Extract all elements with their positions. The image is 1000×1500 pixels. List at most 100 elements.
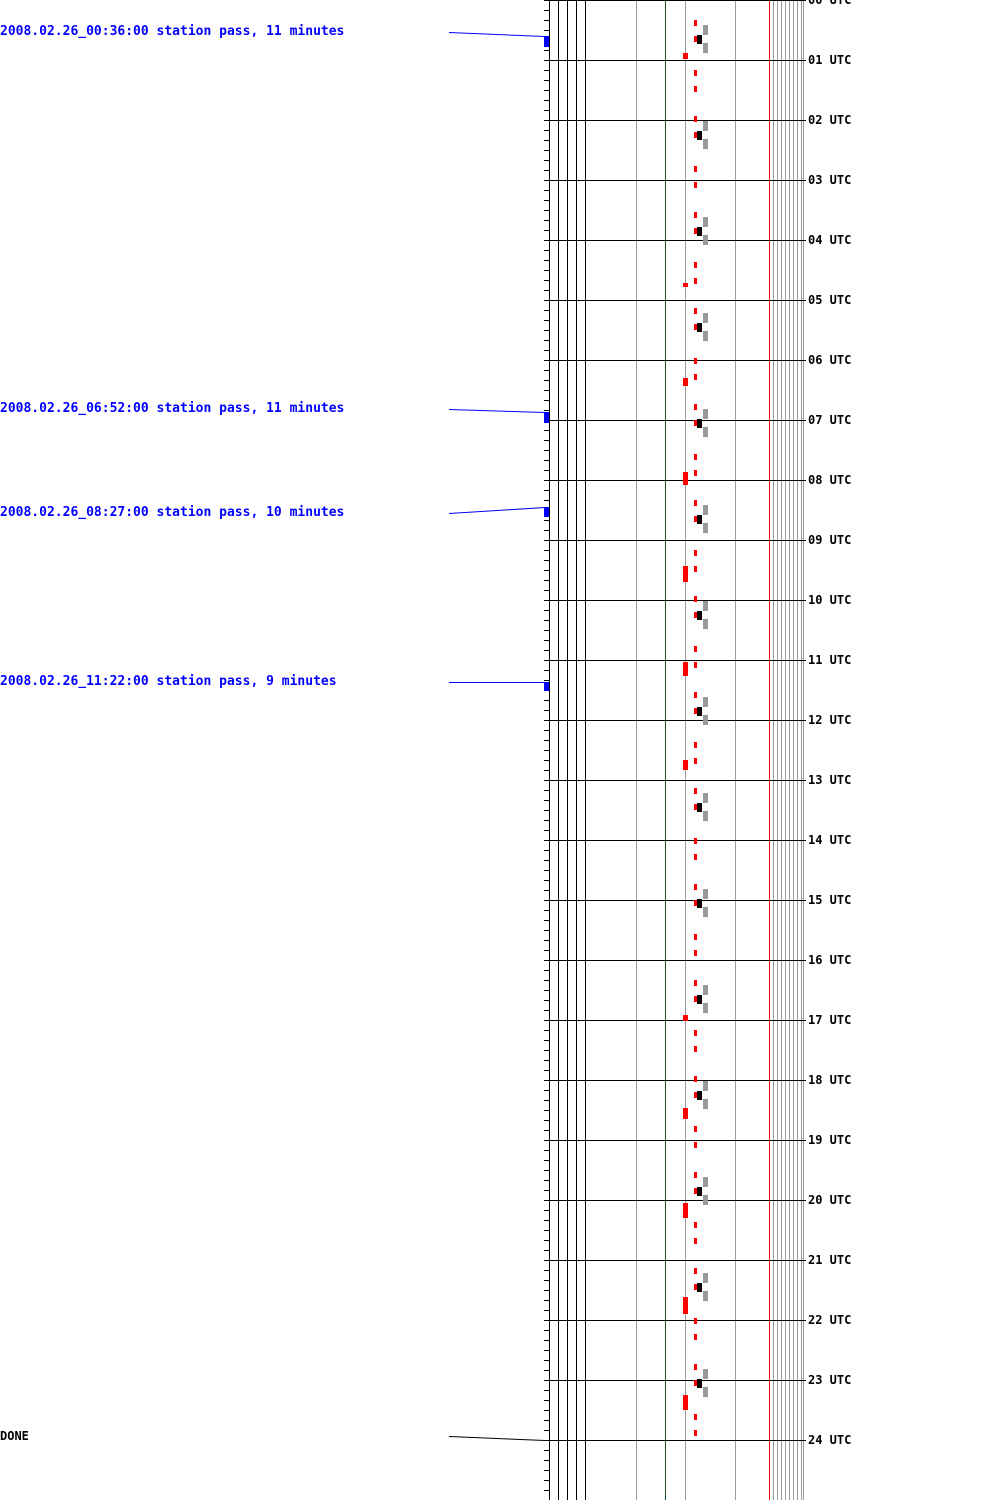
red-dash-event [694,838,697,844]
red-block-event [683,1203,688,1218]
red-dash-event [694,308,697,314]
red-dash-event [694,1172,697,1178]
black-event [697,323,702,332]
gray-event [703,43,708,53]
red-block-event [683,378,688,386]
hour-label: 23 UTC [808,1373,852,1387]
hour-label: 13 UTC [808,773,852,787]
hour-label: 22 UTC [808,1313,852,1327]
gray-event [703,409,708,419]
red-dash-event [694,132,697,138]
red-dash-event [694,980,697,986]
pass-leader-line [448,32,546,37]
red-dash-event [694,20,697,26]
red-dash-event [694,36,697,42]
gray-event [703,1195,708,1205]
black-event [697,227,702,236]
gray-event [703,1273,708,1283]
hour-label: 07 UTC [808,413,852,427]
pass-marker [544,682,549,691]
pass-leader-line [448,507,546,514]
red-block-event [683,1108,688,1119]
red-dash-event [694,1364,697,1370]
gray-event [703,1003,708,1013]
gray-event [703,121,708,131]
gray-event [703,1177,708,1187]
red-dash-event [694,854,697,860]
red-dash-event [694,1126,697,1132]
hour-label: 21 UTC [808,1253,852,1267]
gray-event [703,139,708,149]
red-dash-event [694,212,697,218]
hour-label: 01 UTC [808,53,852,67]
black-event [697,1091,702,1100]
black-event [697,35,702,44]
red-dash-event [694,1076,697,1082]
gray-event [703,1387,708,1397]
pass-marker [544,412,549,423]
hour-label: 11 UTC [808,653,852,667]
red-dash-event [694,70,697,76]
gray-event [703,889,708,899]
gray-event [703,217,708,227]
red-dash-event [694,324,697,330]
red-block-event [683,1015,688,1021]
black-event [697,995,702,1004]
hour-label: 20 UTC [808,1193,852,1207]
gray-event [703,1291,708,1301]
red-dash-event [694,1188,697,1194]
gray-event [703,427,708,437]
hour-label: 04 UTC [808,233,852,247]
red-dash-event [694,182,697,188]
gray-event [703,1369,708,1379]
red-dash-event [694,1142,697,1148]
black-event [697,611,702,620]
red-block-event [683,53,688,59]
gray-event [703,313,708,323]
red-dash-event [694,358,697,364]
gray-event [703,715,708,725]
red-dash-event [694,1238,697,1244]
hour-label: 18 UTC [808,1073,852,1087]
red-dash-event [694,404,697,410]
hour-label: 16 UTC [808,953,852,967]
red-dash-event [694,1092,697,1098]
red-dash-event [694,500,697,506]
hour-label: 14 UTC [808,833,852,847]
red-dash-event [694,742,697,748]
red-dash-event [694,228,697,234]
red-block-event [683,1297,688,1314]
red-dash-event [694,1268,697,1274]
pass-label: 2008.02.26_06:52:00 station pass, 11 min… [0,401,345,416]
black-event [697,1283,702,1292]
gray-event [703,985,708,995]
red-block-event [683,283,688,287]
done-label: DONE [0,1429,29,1443]
red-block-event [683,1395,688,1410]
red-dash-event [694,278,697,284]
red-dash-event [694,420,697,426]
gray-event [703,619,708,629]
red-dash-event [694,884,697,890]
black-event [697,899,702,908]
red-dash-event [694,1430,697,1436]
red-block-event [683,760,688,770]
red-dash-event [694,708,697,714]
red-dash-event [694,788,697,794]
red-dash-event [694,262,697,268]
black-event [697,131,702,140]
red-dash-event [694,1046,697,1052]
red-block-event [683,472,688,485]
red-dash-event [694,166,697,172]
gray-event [703,697,708,707]
red-dash-event [694,804,697,810]
red-dash-event [694,996,697,1002]
gray-event [703,523,708,533]
hour-label: 17 UTC [808,1013,852,1027]
black-event [697,803,702,812]
gray-event [703,235,708,245]
red-dash-event [694,516,697,522]
hour-label: 09 UTC [808,533,852,547]
red-dash-event [694,1318,697,1324]
